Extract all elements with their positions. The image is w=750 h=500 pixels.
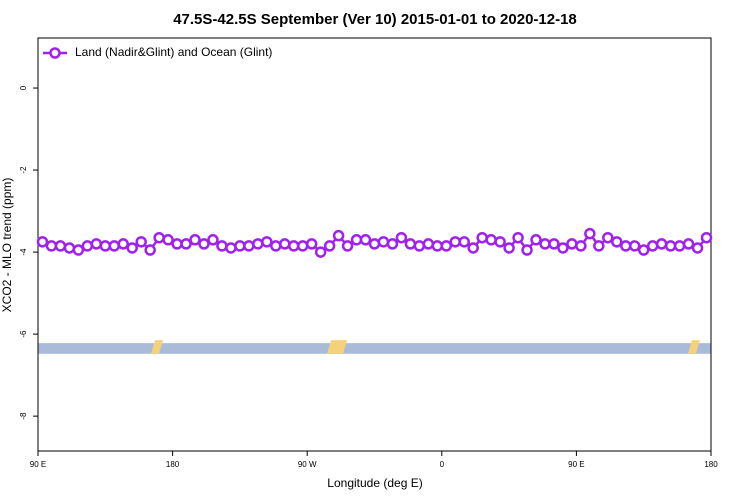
chart-title: 47.5S-42.5S September (Ver 10) 2015-01-0…	[173, 11, 577, 28]
data-point	[216, 240, 228, 252]
data-point	[700, 231, 713, 244]
data-point	[458, 236, 470, 248]
land-patch	[688, 340, 700, 354]
data-point	[350, 234, 363, 246]
data-point	[296, 240, 309, 252]
data-point	[449, 236, 462, 248]
data-point	[422, 238, 435, 250]
data-point	[359, 234, 372, 246]
data-point	[90, 238, 103, 250]
data-point	[81, 240, 94, 252]
data-point	[162, 234, 174, 246]
y-axis-label: XCO2 - MLO trend (ppm)	[0, 178, 14, 313]
data-point	[611, 236, 623, 248]
data-point	[548, 238, 560, 250]
y-tick-label: -2	[19, 166, 28, 174]
data-point	[135, 236, 147, 248]
data-point	[180, 238, 192, 250]
data-point	[413, 240, 426, 252]
data-point	[117, 238, 129, 250]
data-point	[144, 244, 156, 256]
data-point	[153, 231, 165, 244]
data-point	[314, 246, 327, 258]
data-point	[557, 242, 569, 254]
data-point	[503, 242, 515, 254]
data-point	[72, 244, 85, 256]
data-point	[287, 240, 300, 252]
data-point	[341, 240, 354, 252]
data-point	[646, 240, 659, 252]
data-point	[602, 231, 614, 244]
y-tick-label: -8	[19, 412, 28, 420]
land-patch	[151, 340, 163, 354]
data-point	[377, 236, 390, 248]
data-point	[494, 236, 506, 248]
y-tick-label: -4	[19, 248, 28, 256]
data-point	[108, 240, 121, 252]
data-point	[243, 240, 255, 252]
x-tick-label: 0	[440, 460, 445, 469]
data-point	[467, 242, 479, 254]
data-point	[521, 244, 533, 256]
x-tick-label: 180	[704, 460, 718, 469]
x-tick-label: 90 W	[298, 460, 317, 469]
data-point	[575, 240, 587, 252]
data-point	[682, 238, 695, 250]
data-point	[189, 234, 201, 246]
data-point	[584, 227, 596, 240]
data-point	[395, 231, 408, 244]
data-point	[279, 238, 291, 250]
data-point	[637, 244, 650, 256]
data-point	[234, 240, 246, 252]
data-point	[386, 238, 399, 250]
data-point	[126, 242, 138, 254]
y-tick-label: -6	[19, 330, 28, 338]
data-point	[368, 238, 381, 250]
data-point	[566, 238, 578, 250]
data-point	[539, 238, 551, 250]
data-point	[198, 238, 210, 250]
land-patch	[327, 340, 347, 354]
data-point	[691, 242, 704, 254]
x-axis-label: Longitude (deg E)	[327, 476, 422, 490]
data-point	[36, 236, 49, 248]
data-point	[485, 234, 497, 246]
data-point	[225, 242, 237, 254]
y-tick-label: 0	[19, 85, 28, 90]
data-point	[440, 240, 453, 252]
mask-band	[38, 343, 711, 354]
data-point	[620, 240, 632, 252]
data-point	[270, 240, 282, 252]
data-point	[530, 234, 542, 246]
data-point	[171, 238, 183, 250]
x-tick-label: 90 E	[568, 460, 584, 469]
data-point	[261, 236, 273, 248]
data-point	[207, 234, 219, 246]
data-point	[54, 240, 67, 252]
data-point	[431, 240, 444, 252]
data-point	[404, 238, 417, 250]
data-point	[664, 240, 677, 252]
data-point	[655, 238, 668, 250]
data-point	[332, 229, 345, 242]
data-point	[512, 231, 524, 244]
data-point	[63, 242, 76, 254]
data-point	[99, 240, 112, 252]
x-tick-label: 180	[166, 460, 180, 469]
data-point	[305, 238, 318, 250]
data-point	[323, 240, 336, 252]
data-point	[593, 240, 605, 252]
data-point	[673, 240, 686, 252]
data-point	[628, 240, 641, 252]
legend-marker	[49, 47, 61, 59]
x-tick-label: 90 E	[30, 460, 46, 469]
data-point	[252, 238, 264, 250]
legend-label: Land (Nadir&Glint) and Ocean (Glint)	[75, 45, 272, 59]
data-point	[45, 240, 58, 252]
data-point	[476, 231, 488, 244]
